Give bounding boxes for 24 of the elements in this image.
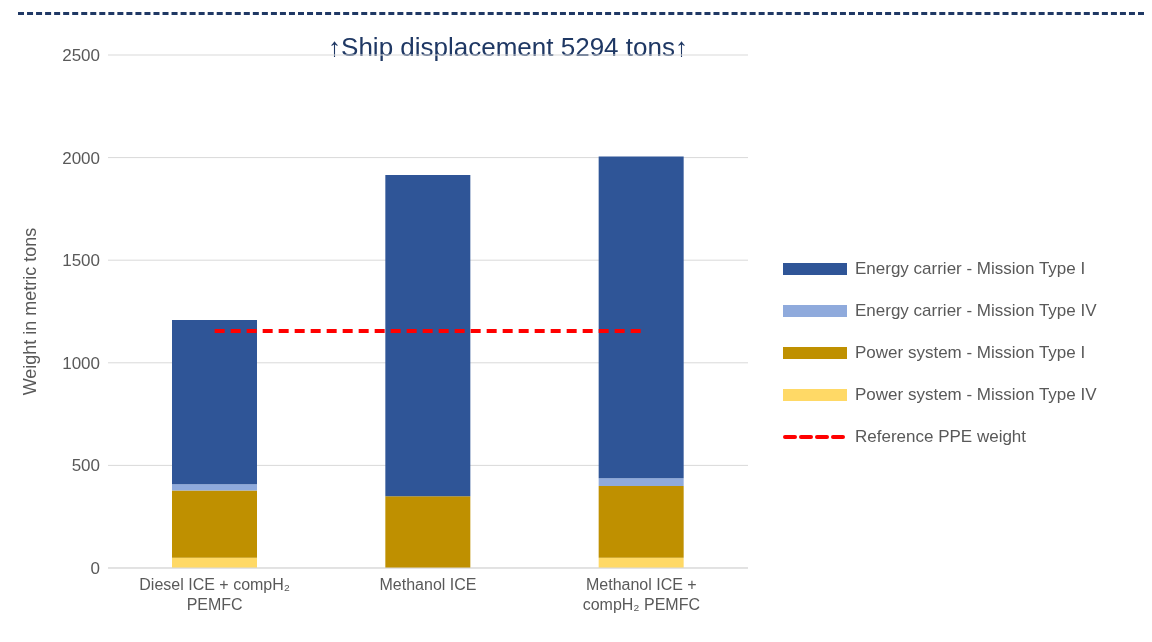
y-tick-label: 1500 — [62, 251, 100, 271]
y-tick-label: 1000 — [62, 353, 100, 373]
bar — [385, 175, 471, 497]
bar — [172, 490, 257, 558]
y-tick-label: 2500 — [62, 46, 100, 66]
bar — [172, 320, 257, 485]
y-tick-label: 500 — [71, 456, 100, 476]
y-tick-label: 0 — [90, 559, 100, 579]
y-axis-title: Weight in metric tons — [20, 227, 41, 396]
x-tick-label: Diesel ICE + compH₂ PEMFC — [139, 576, 291, 613]
x-tick-label: Methanol ICE + compH₂ PEMFC — [582, 576, 701, 613]
x-tick-label: Methanol ICE — [379, 576, 477, 593]
bar — [598, 156, 684, 479]
bar — [385, 496, 471, 568]
legend-label: Energy carrier - Mission Type IV — [855, 301, 1097, 321]
bar — [172, 484, 257, 491]
bar — [598, 485, 684, 558]
y-tick-label: 2000 — [62, 148, 100, 168]
bar — [598, 478, 684, 486]
legend-label: Reference PPE weight — [855, 427, 1027, 447]
annotation: ↑Ship displacement 5294 tons↑ — [327, 32, 689, 63]
legend-label: Power system - Mission Type IV — [855, 385, 1097, 405]
legend-label: Energy carrier - Mission Type I — [855, 259, 1086, 279]
legend-label: Power system - Mission Type I — [855, 343, 1086, 363]
